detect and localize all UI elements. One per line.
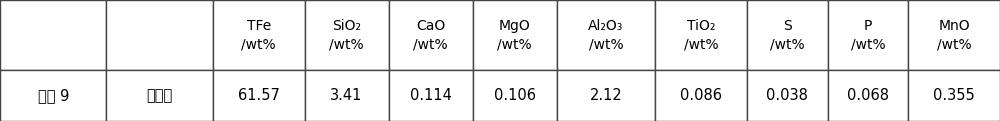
Bar	[557, 0, 655, 70]
Text: 0.355: 0.355	[933, 88, 975, 103]
Bar	[213, 0, 305, 70]
Bar	[0, 0, 106, 70]
Bar	[747, 70, 828, 121]
Bar	[305, 70, 389, 121]
Text: 61.57: 61.57	[238, 88, 280, 103]
Bar	[106, 0, 213, 70]
Bar	[305, 0, 389, 70]
Bar	[828, 70, 908, 121]
Bar	[908, 70, 1000, 121]
Bar	[0, 70, 106, 121]
Text: MgO
/wt%: MgO /wt%	[497, 19, 532, 51]
Text: 3.41: 3.41	[330, 88, 363, 103]
Bar	[389, 0, 473, 70]
Bar	[908, 0, 1000, 70]
Text: 0.106: 0.106	[494, 88, 536, 103]
Bar	[473, 0, 557, 70]
Bar	[473, 70, 557, 121]
Text: P
/wt%: P /wt%	[851, 19, 885, 51]
Text: Al₂O₃
/wt%: Al₂O₃ /wt%	[588, 19, 624, 51]
Bar	[655, 70, 747, 121]
Text: 0.086: 0.086	[680, 88, 722, 103]
Text: TFe
/wt%: TFe /wt%	[241, 19, 276, 51]
Text: 本申请: 本申请	[146, 88, 173, 103]
Text: SiO₂
/wt%: SiO₂ /wt%	[329, 19, 364, 51]
Bar	[828, 0, 908, 70]
Bar	[106, 70, 213, 121]
Bar	[655, 0, 747, 70]
Bar	[213, 70, 305, 121]
Text: MnO
/wt%: MnO /wt%	[937, 19, 971, 51]
Bar	[389, 70, 473, 121]
Text: 0.114: 0.114	[410, 88, 452, 103]
Text: S
/wt%: S /wt%	[770, 19, 805, 51]
Text: 样哈 9: 样哈 9	[38, 88, 69, 103]
Bar	[557, 70, 655, 121]
Text: 2.12: 2.12	[589, 88, 622, 103]
Text: 0.038: 0.038	[766, 88, 808, 103]
Text: 0.068: 0.068	[847, 88, 889, 103]
Bar	[747, 0, 828, 70]
Text: CaO
/wt%: CaO /wt%	[413, 19, 448, 51]
Text: TiO₂
/wt%: TiO₂ /wt%	[684, 19, 718, 51]
